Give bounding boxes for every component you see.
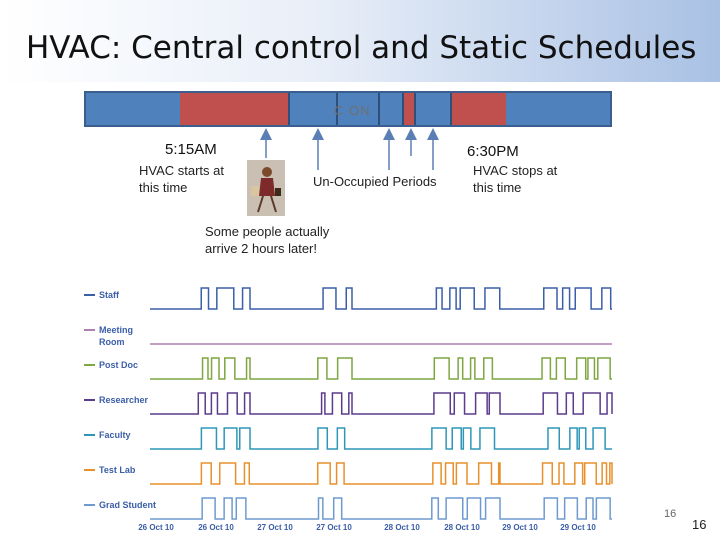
unoccupied-segment <box>378 93 404 125</box>
series-label: Faculty <box>99 430 131 440</box>
series-label: Post Doc <box>99 360 138 370</box>
start-caption-line: HVAC starts at <box>139 163 225 178</box>
late-note-line: arrive 2 hours later! <box>205 241 317 256</box>
late-note-line: Some people actually <box>205 224 330 239</box>
stop-caption-line: HVAC stops at <box>473 163 558 178</box>
stop-caption: HVAC stops at this time <box>473 162 557 196</box>
unoccupied-segment <box>288 93 338 125</box>
series-label: Test Lab <box>99 465 136 475</box>
hvac-on-segment <box>180 93 290 125</box>
x-tick-label: 27 Oct 10 <box>316 523 352 532</box>
start-time: 5:15AM <box>165 141 217 158</box>
series-trace-grad-student <box>150 497 612 520</box>
late-arrival-note: Some people actually arrive 2 hours late… <box>205 223 329 257</box>
x-tick-label: 28 Oct 10 <box>384 523 420 532</box>
series-label: Meeting <box>99 325 133 335</box>
start-caption: HVAC starts at this time <box>139 162 224 196</box>
x-tick-label: 29 Oct 10 <box>560 523 596 532</box>
series-label: Grad Student <box>99 500 156 510</box>
title-band <box>0 0 720 82</box>
slide-number: 16 <box>692 517 707 532</box>
schedule-bar-label: C ON <box>334 103 371 118</box>
unoccupied-label: Un-Occupied Periods <box>313 174 437 189</box>
series-trace-test-lab <box>150 462 613 485</box>
x-tick-label: 26 Oct 10 <box>138 523 174 532</box>
series-trace-staff <box>150 287 612 310</box>
series-label: Researcher <box>99 395 149 405</box>
slide-title: HVAC: Central control and Static Schedul… <box>26 30 697 66</box>
hvac-on-segment <box>404 93 414 125</box>
x-tick-label: 27 Oct 10 <box>257 523 293 532</box>
stop-caption-line: this time <box>473 180 522 195</box>
stop-time: 6:30PM <box>467 143 519 160</box>
series-label: Staff <box>99 290 120 300</box>
unoccupied-segment <box>414 93 452 125</box>
hvac-schedule-bar <box>84 91 612 127</box>
series-trace-faculty <box>150 427 612 450</box>
series-label: Room <box>99 337 125 347</box>
walking-person-image <box>247 160 285 216</box>
x-tick-label: 26 Oct 10 <box>198 523 234 532</box>
x-tick-label: 28 Oct 10 <box>444 523 480 532</box>
arrows-layer <box>260 128 439 170</box>
slide-number-small: 16 <box>664 508 677 520</box>
series-trace-post-doc <box>150 357 612 380</box>
hvac-on-segment <box>452 93 506 125</box>
x-tick-label: 29 Oct 10 <box>502 523 538 532</box>
series-trace-researcher <box>150 392 613 415</box>
start-caption-line: this time <box>139 180 188 195</box>
